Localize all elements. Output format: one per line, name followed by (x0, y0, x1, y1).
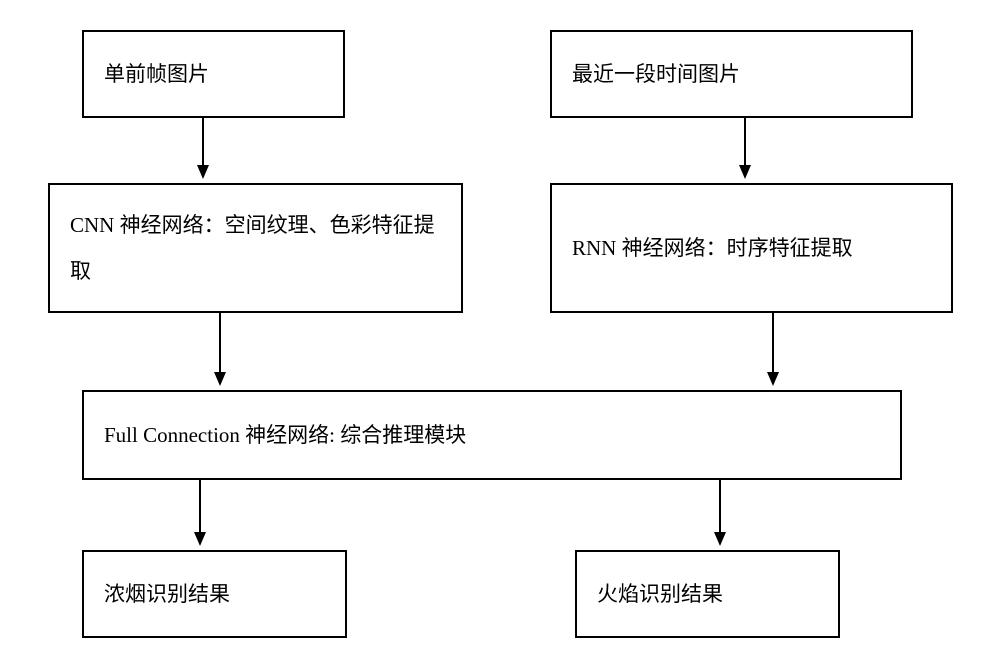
arrows-layer (0, 0, 1000, 670)
